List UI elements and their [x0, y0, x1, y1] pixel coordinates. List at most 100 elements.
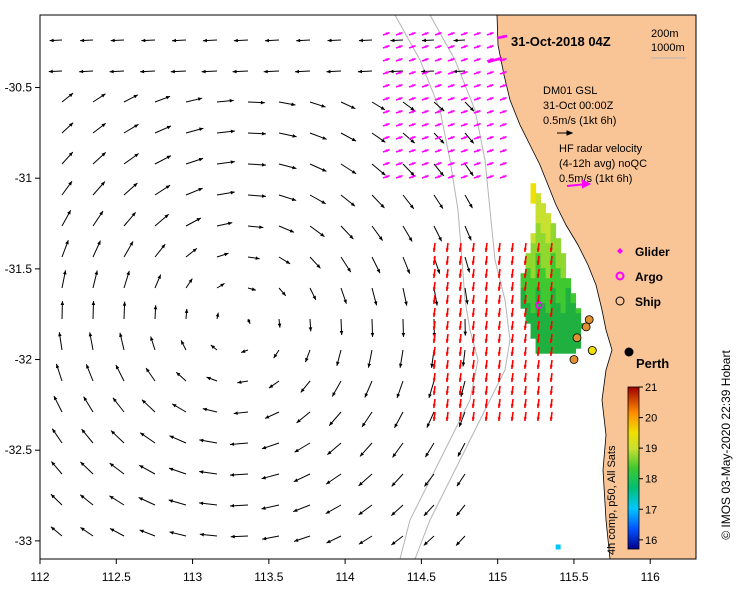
- radar-arrow: [510, 242, 514, 253]
- radar-arrow: [499, 109, 507, 114]
- map-frame: [39, 14, 697, 560]
- radar-arrow: [408, 161, 416, 166]
- sst-pixel: [540, 228, 547, 234]
- model-arrow: [325, 504, 342, 515]
- radar-arrow: [497, 398, 501, 409]
- sst-pixel: [555, 268, 562, 274]
- y-tick-label: -31.5: [5, 262, 33, 276]
- sst-pixel: [545, 303, 552, 309]
- radar-arrow: [471, 372, 475, 383]
- radar-arrow: [523, 294, 527, 305]
- sst-pixel: [520, 278, 527, 284]
- sst-pixel: [530, 233, 537, 239]
- sst-pixel: [530, 303, 537, 309]
- radar-arrow: [421, 161, 429, 166]
- sst-pixel: [525, 283, 532, 289]
- model-arrow: [138, 497, 156, 506]
- sst-pixel: [570, 348, 577, 354]
- radar-arrow: [458, 333, 462, 344]
- ship-marker: [581, 322, 591, 332]
- model-arrow: [370, 318, 375, 338]
- x-tick-label: 114: [336, 570, 355, 584]
- sst-pixel: [550, 253, 557, 259]
- sst-pixel: [530, 198, 537, 204]
- radar-arrow: [484, 255, 488, 266]
- sst-pixel: [535, 328, 542, 334]
- radar-arrow: [421, 70, 429, 75]
- isobath-200m: [394, 14, 479, 560]
- radar-arrow: [471, 359, 475, 370]
- sst-pixel: [530, 248, 537, 254]
- model-arrow: [53, 395, 63, 413]
- model-arrow: [230, 534, 249, 539]
- sst-pixel: [535, 208, 542, 214]
- model-arrow: [402, 287, 408, 306]
- colorbar-tick-label: 17: [645, 504, 657, 516]
- radar-arrow: [434, 161, 442, 166]
- model-arrow: [340, 225, 354, 240]
- model-arrow: [278, 287, 287, 297]
- model-arrow: [201, 69, 218, 74]
- model-arrow: [50, 461, 63, 475]
- radar-arrow: [473, 148, 481, 153]
- colorbar-tick-label: 19: [645, 443, 657, 455]
- sst-pixel: [540, 218, 547, 224]
- radar-scale-arrow: [566, 179, 592, 189]
- sst-pixel: [555, 238, 562, 244]
- radar-arrow: [536, 385, 540, 396]
- ship-marker: [569, 355, 579, 364]
- model-arrow: [233, 411, 249, 415]
- sst-pixel: [575, 343, 582, 349]
- radar-arrow: [523, 307, 527, 318]
- model-arrow: [359, 442, 373, 457]
- radar-arrow: [445, 307, 449, 318]
- radar-arrow: [497, 320, 501, 331]
- radar-arrow: [445, 411, 449, 422]
- model-arrow: [308, 318, 313, 332]
- radar-arrow: [447, 96, 455, 101]
- radar-arrow: [549, 294, 553, 305]
- sst-pixel: [560, 263, 567, 269]
- radar-arrow: [510, 294, 514, 305]
- model-arrow: [358, 504, 373, 516]
- model-arrow: [464, 101, 475, 112]
- radar-arrow: [460, 174, 468, 179]
- colorbar-label: 4h comp, p50, All Sats: [606, 445, 618, 555]
- model-arrow: [452, 69, 466, 74]
- sst-pixel: [525, 298, 532, 304]
- radar-arrow: [497, 346, 501, 357]
- model-arrow: [185, 187, 203, 196]
- sst-pixel: [530, 183, 537, 189]
- sst-pixel: [555, 288, 562, 294]
- radar-arrow: [458, 307, 462, 318]
- radar-arrow: [395, 31, 403, 36]
- sst-pixel: [555, 308, 562, 314]
- radar-arrow: [536, 268, 540, 279]
- radar-arrow: [536, 346, 540, 357]
- model-arrow: [119, 332, 125, 351]
- model-arrow: [426, 411, 435, 428]
- radar-arrow: [499, 70, 507, 75]
- sst-pixel: [555, 328, 562, 334]
- model-arrow: [391, 535, 404, 546]
- argo-symbol-icon: [615, 271, 625, 281]
- sst-pixel: [540, 243, 547, 249]
- model-arrow: [456, 473, 466, 487]
- model-arrow: [464, 194, 473, 209]
- sst-pixel: [525, 288, 532, 294]
- model-arrow: [80, 461, 94, 475]
- model-arrow: [171, 403, 187, 413]
- sst-pixel: [530, 238, 537, 244]
- radar-arrow: [382, 44, 390, 49]
- radar-arrow: [382, 109, 390, 114]
- model-arrow: [168, 499, 187, 506]
- sst-pixel: [545, 323, 552, 329]
- model-arrow: [61, 270, 67, 289]
- sst-pixel: [540, 203, 547, 209]
- sst-pixel: [565, 313, 572, 319]
- model-arrow: [199, 501, 218, 506]
- model-arrow: [60, 300, 65, 320]
- radar-arrow: [458, 346, 462, 357]
- model-arrow: [263, 69, 280, 74]
- sst-pixel: [555, 263, 562, 269]
